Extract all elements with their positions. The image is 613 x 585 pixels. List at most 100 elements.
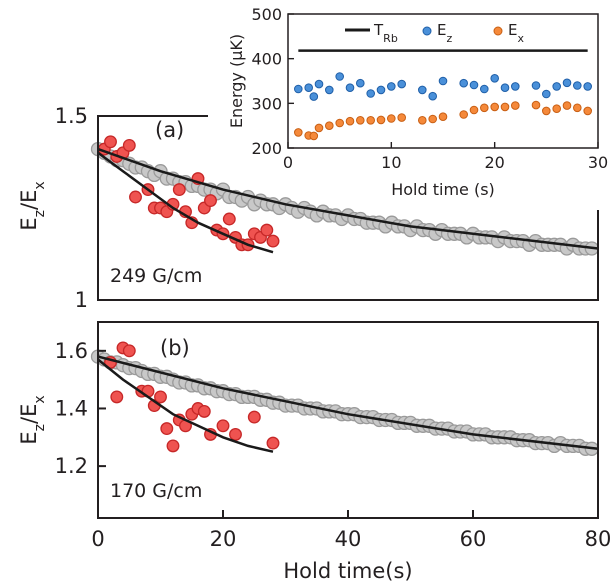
inset-ez-point [480, 84, 489, 94]
inset-ez-point [542, 89, 551, 99]
inset-ex-point [552, 104, 562, 113]
inset-ex-point [469, 105, 479, 115]
inset-ez-point [583, 82, 593, 91]
inset-ez-point [562, 78, 572, 88]
inset-ez-point [356, 78, 365, 88]
inset-ez-point [304, 83, 314, 92]
inset-ez-point [511, 82, 520, 91]
inset-ez-point [325, 85, 334, 95]
inset-ex-point [387, 114, 396, 123]
inset-x-tick-label: 10 [381, 153, 401, 172]
legend-trb-label: TRb [373, 21, 398, 45]
panel-a-y-ticks: 11.5 [55, 104, 106, 312]
red-data-point [110, 390, 124, 404]
red-data-point [204, 194, 217, 208]
inset-y-tick-label: 500 [251, 5, 282, 24]
inset-ez-point [418, 85, 427, 95]
inset-ex-point [428, 114, 438, 124]
inset-ex-point [366, 116, 376, 125]
red-data-point [160, 422, 174, 436]
y-tick-label: 1 [75, 288, 88, 312]
panel-b-gradient-annotation: 170 G/cm [110, 480, 202, 502]
inset-ex-point [376, 115, 386, 125]
panel-b-fit-lines [97, 355, 599, 453]
x-tick-label: 40 [335, 527, 362, 551]
red-data-point [247, 410, 261, 424]
inset-ez-point [459, 78, 469, 88]
inset-ex-point [459, 110, 469, 119]
inset-x-tick-label: 20 [484, 153, 504, 172]
inset-ez-point [314, 79, 324, 89]
red-data-point [172, 183, 186, 197]
y-tick-label: 1.4 [55, 396, 88, 420]
panel-b-y-axis-label: Ez/Ex [17, 395, 48, 444]
inset-ez-point [345, 83, 355, 92]
legend-ex-label: Ex [508, 21, 524, 45]
inset-ex-point [438, 112, 448, 121]
inset-ez-point [500, 83, 510, 92]
x-tick-label: 20 [210, 527, 237, 551]
inset-x-tick-label: 0 [283, 153, 293, 172]
inset-y-ticks: 200 300 400 500 [251, 5, 294, 158]
inset-ex-point [511, 101, 520, 110]
red-data-point [229, 427, 242, 441]
red-data-point [222, 212, 236, 226]
inset-ex-point [573, 103, 582, 113]
panel-a-gradient-annotation: 249 G/cm [110, 265, 202, 287]
inset-ex-point [531, 100, 541, 110]
inset-ez-point [428, 91, 438, 101]
inset-ez-point [397, 79, 407, 89]
inset-ez-point [335, 72, 345, 81]
inset-ex-point [325, 121, 334, 130]
red-data-point [166, 439, 180, 453]
red-data-point [266, 234, 280, 248]
red-data-point [122, 138, 136, 152]
panel-b: 1.2 1.4 1.6 0 20 40 60 80 (b) 170 G/cm Ez/Ex H… [17, 321, 611, 583]
inset-energy-plot: 200 300 400 500 0 10 20 30 TRb Ez Ex Energy (μ… [227, 5, 608, 199]
inset-ex-point [356, 116, 365, 125]
legend-ex-swatch [493, 26, 503, 36]
legend-ez-label: Ez [437, 21, 452, 45]
inset-legend: TRb Ez Ex [345, 21, 524, 45]
inset-frame [287, 13, 599, 149]
inset-ex-point [562, 101, 572, 110]
short-fit-line [97, 151, 274, 254]
panel-b-label: (b) [160, 336, 190, 360]
panel-b-x-ticks: 0 20 40 60 80 [91, 510, 611, 551]
inset-x-ticks: 0 10 20 30 [283, 142, 608, 172]
panel-a: 11.5 (a) 249 G/cm Ez/Ex [17, 104, 599, 312]
inset-ez-point [469, 80, 479, 90]
inset-ez-point [573, 81, 582, 90]
inset-ex-point [309, 131, 319, 141]
long-fit-line [97, 355, 599, 451]
panel-b-y-ticks: 1.2 1.4 1.6 [55, 339, 106, 478]
panel-a-fit-lines [97, 147, 599, 254]
inset-x-axis-label: Hold time (s) [391, 180, 495, 199]
red-data-point [154, 390, 167, 404]
red-data-point [197, 404, 211, 418]
inset-ex-point [542, 106, 551, 116]
x-tick-label: 0 [91, 527, 104, 551]
panel-a-y-axis-label: Ez/Ex [17, 181, 48, 230]
inset-ex-point [314, 123, 324, 133]
inset-ez-point [531, 81, 541, 90]
inset-ex-point [418, 116, 427, 125]
y-tick-label: 1.2 [55, 454, 88, 478]
long-fit-line [97, 147, 599, 250]
x-tick-label: 80 [585, 527, 612, 551]
inset-ex-point [480, 103, 489, 113]
red-data-point [104, 135, 117, 149]
y-tick-label: 1.5 [55, 104, 88, 128]
red-data-point [122, 344, 136, 358]
inset-ex-point [397, 113, 407, 122]
inset-x-tick-label: 30 [588, 153, 608, 172]
red-data-point [260, 223, 274, 237]
inset-ez-point [552, 82, 562, 91]
panel-a-points [90, 135, 599, 256]
inset-ez-point [387, 82, 396, 91]
panel-b-x-axis-label: Hold time(s) [283, 559, 412, 583]
inset-y-tick-label: 400 [251, 50, 282, 69]
inset-ex-point [345, 116, 355, 126]
inset-y-axis-label: Energy (μK) [227, 34, 246, 128]
